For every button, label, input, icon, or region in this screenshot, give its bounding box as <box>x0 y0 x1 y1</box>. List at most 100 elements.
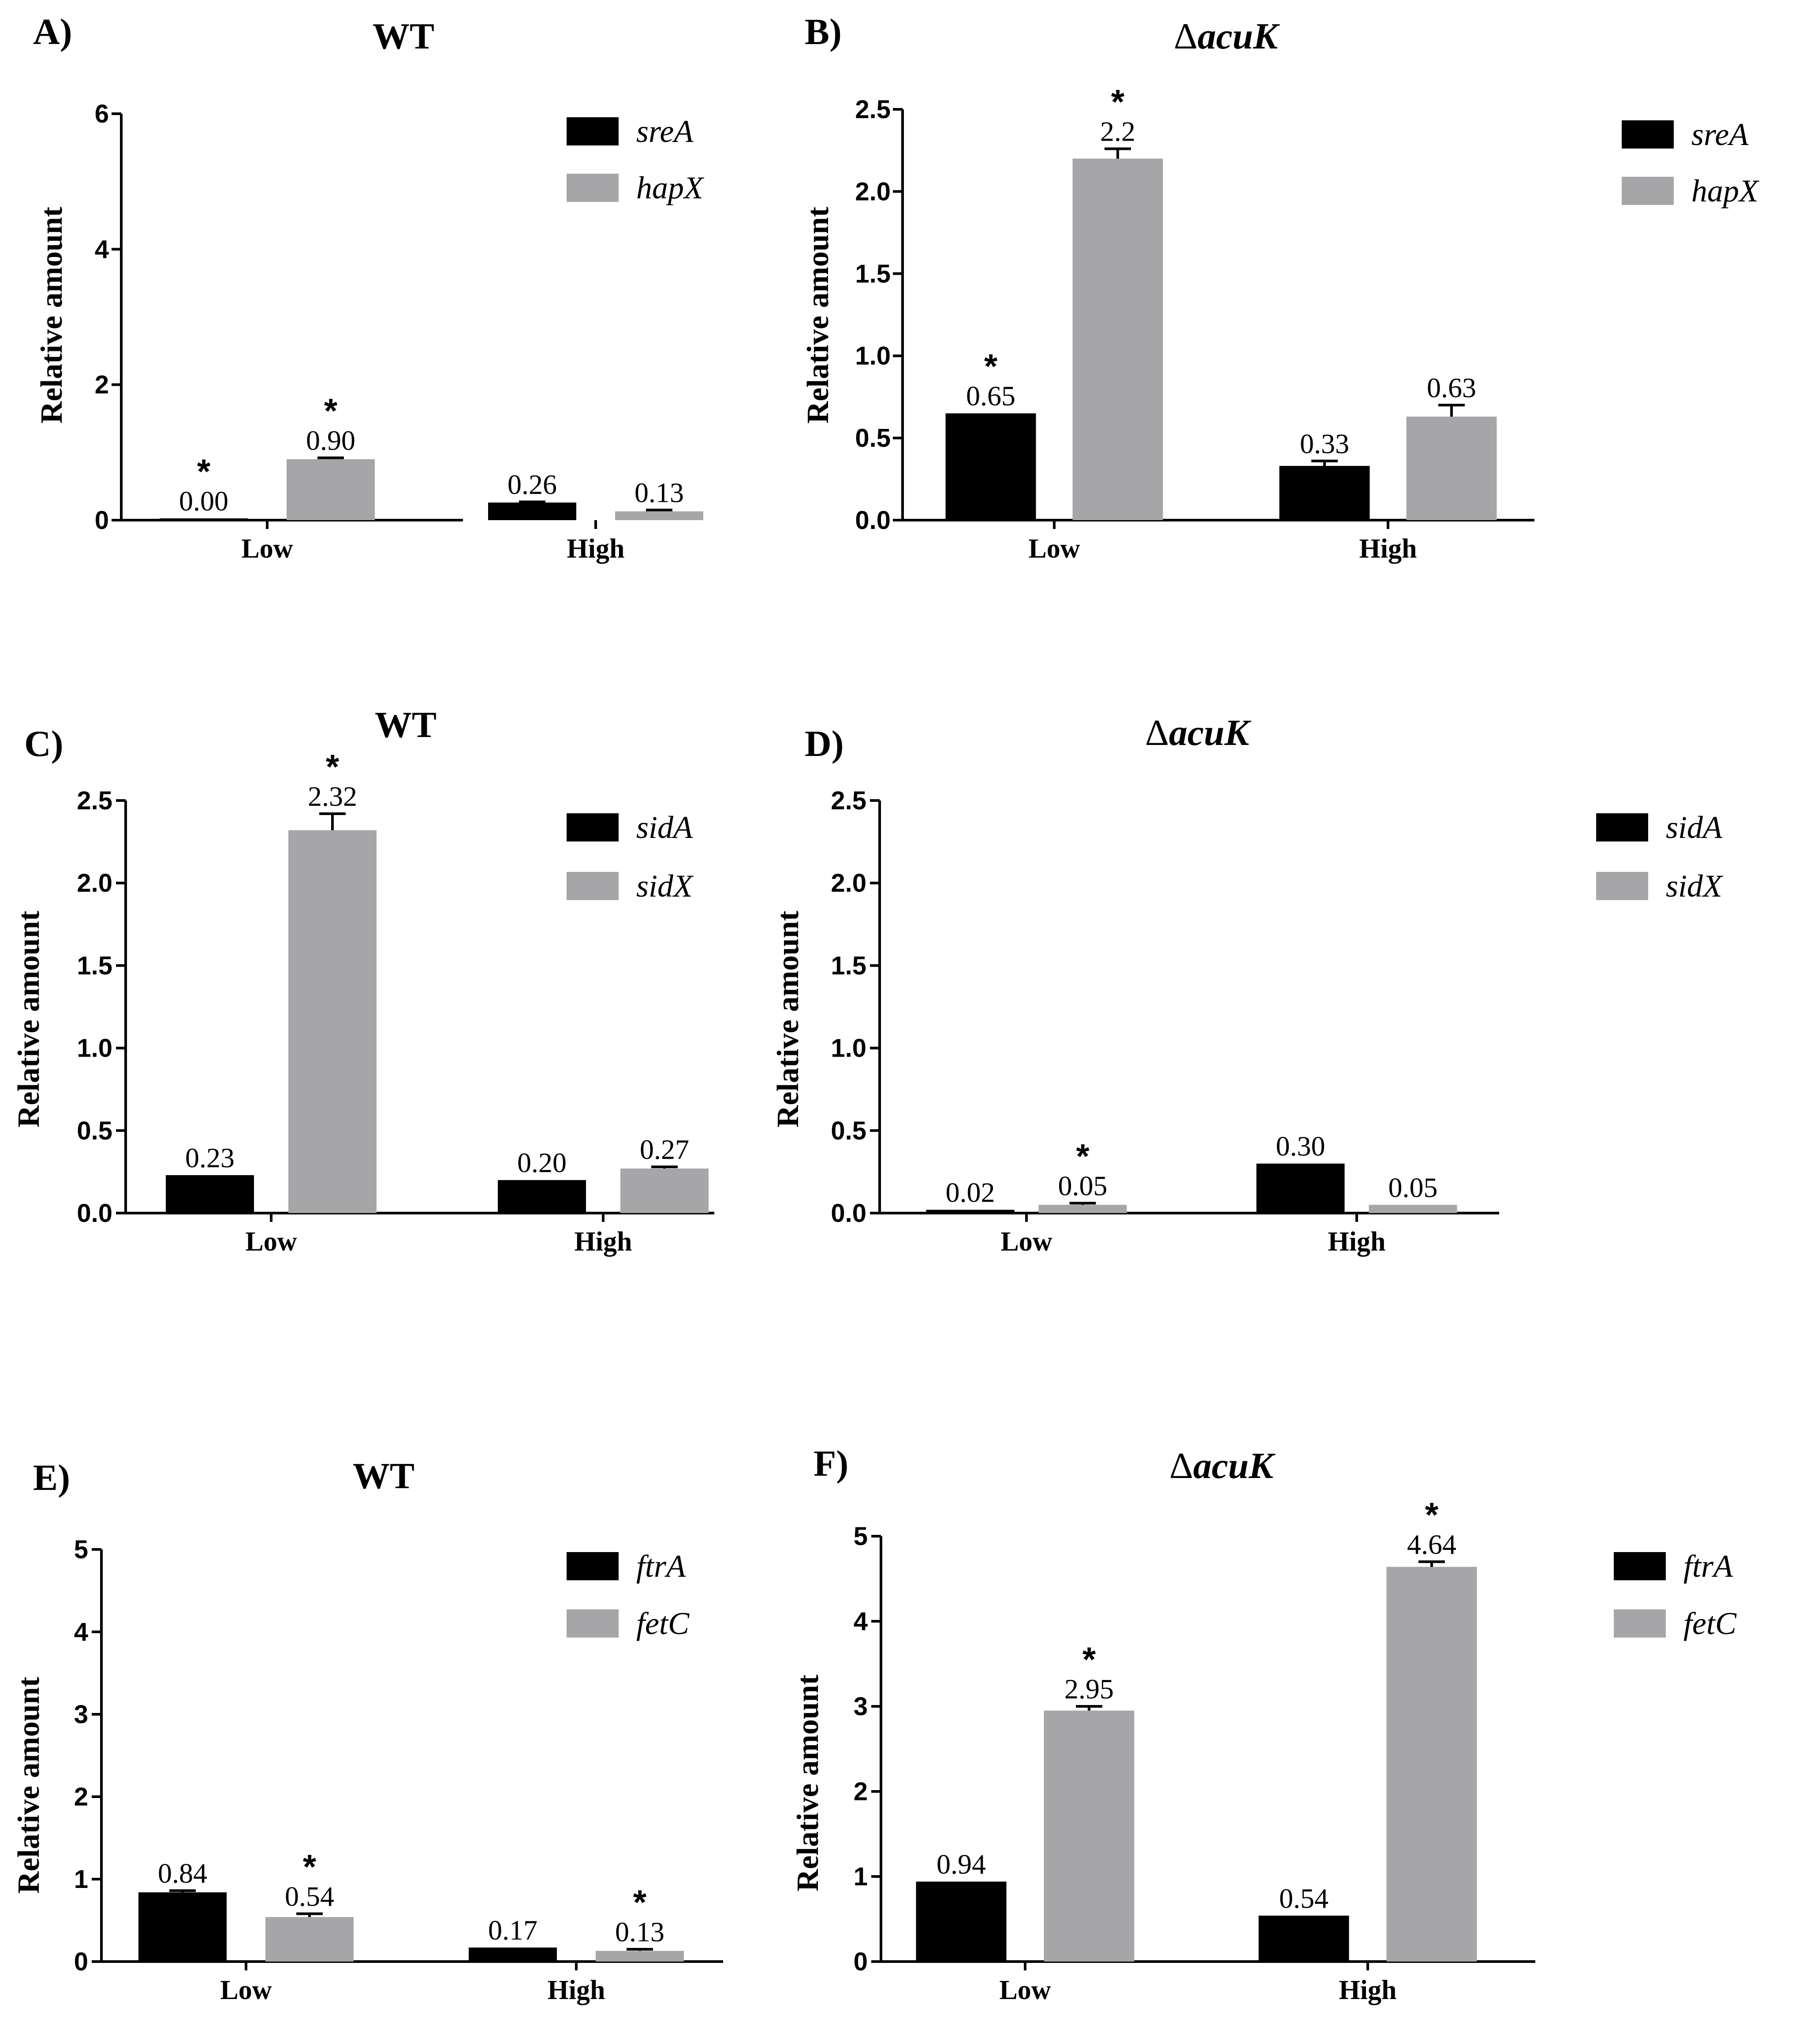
x-tick-label: Low <box>245 1227 297 1257</box>
x-tick-label: Low <box>220 1975 272 2005</box>
legend-label-ftrA: ftrA <box>636 1549 686 1584</box>
significance-star: * <box>1082 1640 1096 1679</box>
y-axis-label: Relative amount <box>801 207 835 424</box>
y-tick-label: 0.5 <box>831 1117 866 1145</box>
bar-fetC-high <box>596 1951 684 1962</box>
bar-sreA-high <box>488 503 576 520</box>
y-tick-label: 3 <box>854 1692 868 1721</box>
y-tick-label: 2 <box>854 1777 868 1806</box>
bar-sreA-low <box>160 518 248 520</box>
legend-swatch-sreA <box>1622 120 1674 149</box>
x-tick-label: High <box>548 1975 605 2005</box>
legend-label-fetC: fetC <box>1683 1606 1737 1641</box>
title-gene-name: acuK <box>1169 712 1251 753</box>
y-tick-label: 0.0 <box>831 1199 866 1228</box>
bar-hapX-high <box>615 511 703 520</box>
data-label: 0.54 <box>1279 1883 1329 1914</box>
data-label: 0.13 <box>634 477 684 508</box>
bar-sreA-low <box>945 413 1036 520</box>
y-tick-label: 0.0 <box>855 506 891 535</box>
title-delta-symbol: Δ <box>1169 1445 1193 1486</box>
chart-panel-d: D) ΔacuK Relative amount 0.0 0.5 1.0 1.5 2.0 2.5… <box>771 712 1724 1257</box>
data-label: 0.94 <box>937 1849 986 1880</box>
significance-star: * <box>984 347 998 386</box>
y-tick-label: 2.5 <box>831 786 866 815</box>
chart-panel-b: B) ΔacuK Relative amount 0.0 0.5 1.0 1.5 2.0 2.5… <box>801 11 1760 564</box>
panel-label: F) <box>814 1443 848 1484</box>
y-tick-label: 4 <box>854 1607 868 1636</box>
legend-swatch-fetC <box>567 1609 619 1638</box>
y-tick-label: 0 <box>854 1947 868 1976</box>
y-tick-label: 2.0 <box>855 177 891 206</box>
panel-label: A) <box>33 11 72 52</box>
data-label: 0.65 <box>966 380 1015 412</box>
bar-sidX-low <box>288 830 377 1213</box>
significance-star: * <box>633 1883 647 1921</box>
title-delta-symbol: Δ <box>1145 712 1169 753</box>
y-axis-label: Relative amount <box>12 911 46 1128</box>
chart-panel-c: C) WT Relative amount 0.0 0.5 1.0 1.5 2.0 2.5 Low… <box>12 704 714 1257</box>
data-label: 0.30 <box>1276 1131 1325 1162</box>
y-tick-label: 1 <box>854 1862 868 1891</box>
panel-title: WT <box>353 1456 414 1497</box>
y-tick-label: 1 <box>74 1865 88 1894</box>
y-tick-label: 2.5 <box>77 786 112 815</box>
x-tick-label: Low <box>1028 534 1080 564</box>
y-tick-label: 0 <box>74 1947 88 1976</box>
y-tick-label: 0.5 <box>855 424 891 453</box>
x-tick-label: High <box>1359 534 1417 564</box>
y-tick-label: 1.5 <box>77 951 112 980</box>
bar-ftrA-low <box>138 1892 227 1962</box>
y-tick-label: 1.0 <box>855 342 891 370</box>
y-tick-label: 5 <box>74 1535 88 1564</box>
bar-fetC-high <box>1386 1567 1477 1962</box>
legend-swatch-hapX <box>567 174 619 202</box>
x-tick-label: Low <box>1000 1227 1052 1257</box>
bar-hapX-high <box>1406 417 1497 520</box>
y-tick-label: 0 <box>95 506 109 535</box>
y-tick-label: 5 <box>854 1522 868 1551</box>
significance-star: * <box>326 747 340 786</box>
legend-label-sreA: sreA <box>636 114 694 149</box>
legend-swatch-sidX <box>1596 872 1648 900</box>
bar-ftrA-high <box>1258 1915 1349 1962</box>
y-axis-label: Relative amount <box>35 207 69 424</box>
legend-label-ftrA: ftrA <box>1683 1549 1733 1584</box>
data-label: 2.2 <box>1100 115 1135 147</box>
panel-label: B) <box>805 11 842 52</box>
data-label: 4.64 <box>1407 1529 1456 1560</box>
legend-swatch-ftrA <box>567 1552 619 1580</box>
y-axis-label: Relative amount <box>12 1677 46 1894</box>
y-tick-label: 1.0 <box>831 1034 866 1063</box>
significance-star: * <box>1111 82 1125 121</box>
legend-label-hapX: hapX <box>636 170 705 205</box>
data-label: 0.17 <box>488 1914 537 1946</box>
legend-label-fetC: fetC <box>636 1606 690 1641</box>
bar-sidA-high <box>498 1180 586 1213</box>
y-tick-label: 1.5 <box>831 951 866 980</box>
legend-swatch-sidA <box>1596 813 1648 841</box>
data-label: 0.26 <box>508 469 557 500</box>
title-gene-name: acuK <box>1193 1445 1276 1486</box>
bar-sreA-high <box>1279 465 1370 520</box>
legend-label-sidX: sidX <box>636 868 694 904</box>
legend-swatch-hapX <box>1622 177 1674 205</box>
x-tick-label: High <box>1328 1227 1386 1257</box>
y-tick-label: 0.0 <box>77 1199 112 1228</box>
legend-swatch-ftrA <box>1614 1552 1666 1580</box>
bar-sidX-low <box>1038 1205 1127 1213</box>
bar-sidX-high <box>620 1168 709 1213</box>
y-tick-label: 3 <box>74 1700 88 1729</box>
bar-sidX-high <box>1369 1205 1457 1213</box>
bar-hapX-low <box>287 459 375 520</box>
title-gene-name: acuK <box>1198 16 1280 57</box>
data-label: 2.95 <box>1064 1673 1114 1705</box>
data-label: 0.84 <box>158 1858 207 1889</box>
x-tick-label: High <box>567 534 625 564</box>
legend-label-sidX: sidX <box>1666 868 1724 904</box>
bar-ftrA-low <box>916 1881 1007 1962</box>
significance-star: * <box>1076 1137 1090 1176</box>
data-label: 0.33 <box>1300 428 1349 459</box>
